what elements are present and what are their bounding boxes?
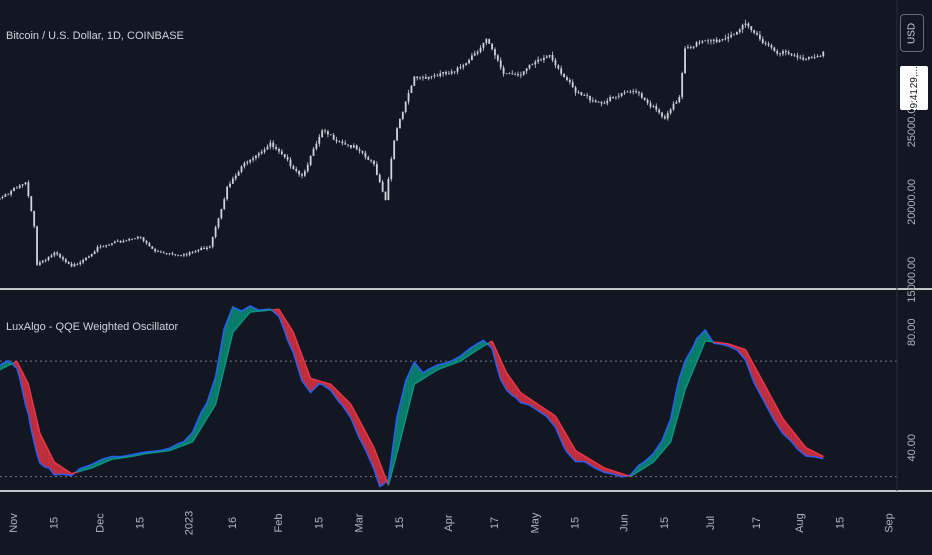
price-candle bbox=[151, 246, 153, 249]
osc-slow-line-segment bbox=[314, 379, 317, 380]
time-tick-label: 16 bbox=[227, 517, 239, 529]
osc-slow-line-segment bbox=[316, 380, 319, 381]
osc-slow-line-segment bbox=[86, 469, 89, 470]
time-tick-label: Feb bbox=[273, 514, 285, 533]
osc-slow-line-segment bbox=[319, 381, 322, 382]
price-candle bbox=[310, 155, 312, 166]
price-candle bbox=[684, 46, 686, 74]
time-tick-label: 15 bbox=[135, 517, 147, 529]
bar-countdown: 09:29:41 bbox=[909, 89, 920, 110]
time-tick-label: 15 bbox=[659, 517, 671, 529]
price-candle bbox=[393, 140, 395, 160]
time-tick-label: Jul bbox=[705, 516, 717, 530]
price-candle bbox=[402, 111, 404, 120]
price-candle bbox=[28, 180, 30, 197]
time-tick-label: 15 bbox=[835, 517, 847, 529]
price-candle bbox=[223, 197, 225, 210]
osc-slow-line-segment bbox=[135, 455, 138, 456]
indicator-title[interactable]: LuxAlgo - QQE Weighted Oscillator bbox=[6, 321, 179, 333]
last-price-value: 29,... bbox=[909, 66, 920, 88]
osc-slow-line-segment bbox=[144, 453, 147, 454]
osc-slow-line-segment bbox=[138, 455, 141, 456]
time-tick-label: May bbox=[529, 512, 541, 533]
time-tick-label: 17 bbox=[489, 517, 501, 529]
price-candle bbox=[385, 191, 387, 200]
price-candle bbox=[36, 225, 38, 265]
price-candle bbox=[488, 39, 490, 44]
time-tick-label: 15 bbox=[48, 517, 60, 529]
price-candle bbox=[220, 209, 222, 220]
osc-slow-line-segment bbox=[311, 378, 314, 379]
osc-slow-line-segment bbox=[74, 472, 77, 473]
price-candle bbox=[30, 196, 32, 212]
price-candle bbox=[13, 187, 15, 191]
currency-label: USD bbox=[907, 22, 918, 43]
time-tick-label: Sep bbox=[884, 513, 896, 533]
time-tick-label: Dec bbox=[94, 513, 106, 533]
osc-slow-line-segment bbox=[77, 471, 80, 472]
price-candle bbox=[411, 85, 413, 93]
price-candle bbox=[563, 73, 565, 77]
price-candle bbox=[388, 177, 390, 200]
osc-slow-line-segment bbox=[322, 382, 325, 383]
osc-slow-line-segment bbox=[610, 470, 613, 471]
osc-slow-line-segment bbox=[604, 468, 607, 469]
osc-slow-line-segment bbox=[622, 474, 625, 475]
osc-slow-line-segment bbox=[619, 473, 622, 474]
price-candle bbox=[396, 127, 398, 141]
price-candle bbox=[405, 101, 407, 113]
osc-slow-line-segment bbox=[625, 475, 628, 476]
time-tick-label: 2023 bbox=[184, 511, 196, 535]
time-tick-label: Nov bbox=[8, 513, 20, 533]
osc-slow-line-segment bbox=[83, 470, 86, 471]
time-tick-label: 15 bbox=[394, 517, 406, 529]
osc-slow-line-segment bbox=[132, 456, 135, 457]
osc-slow-line-segment bbox=[325, 383, 328, 384]
osc-tick-label: 80.00 bbox=[906, 319, 918, 347]
osc-slow-line-segment bbox=[734, 346, 737, 347]
osc-slow-line-segment bbox=[743, 349, 746, 350]
price-candle bbox=[33, 211, 35, 229]
last-price-label: 29,... 09:29:41 bbox=[900, 66, 928, 110]
osc-slow-line-segment bbox=[616, 472, 619, 473]
time-tick-label: Aug bbox=[794, 513, 806, 533]
osc-tick-label: 40.00 bbox=[906, 434, 918, 462]
time-tick-label: Mar bbox=[354, 513, 366, 532]
time-tick-label: Apr bbox=[443, 514, 455, 531]
symbol-title[interactable]: Bitcoin / U.S. Dollar, 1D, COINBASE bbox=[6, 30, 184, 42]
osc-slow-line-segment bbox=[141, 454, 144, 455]
osc-slow-line-segment bbox=[89, 468, 92, 469]
osc-slow-line-segment bbox=[737, 347, 740, 348]
osc-slow-line-segment bbox=[731, 345, 734, 346]
time-tick-label: Jun bbox=[619, 514, 631, 532]
price-candle bbox=[506, 73, 508, 74]
price-tick-label: 15000.00 bbox=[906, 257, 918, 303]
osc-slow-line-segment bbox=[728, 344, 731, 345]
osc-slow-line-segment bbox=[740, 348, 743, 349]
price-candle bbox=[215, 226, 217, 239]
currency-button[interactable]: USD bbox=[900, 14, 924, 52]
price-tick-label: 20000.00 bbox=[906, 179, 918, 225]
price-candle bbox=[390, 157, 392, 182]
price-candle bbox=[226, 186, 228, 201]
time-tick-label: 15 bbox=[313, 517, 325, 529]
price-candle bbox=[413, 76, 415, 86]
time-tick-label: 17 bbox=[751, 517, 763, 529]
osc-slow-line-segment bbox=[72, 473, 75, 474]
osc-slow-line-segment bbox=[80, 470, 83, 471]
osc-slow-line-segment bbox=[613, 471, 616, 472]
osc-slow-line-segment bbox=[328, 383, 331, 384]
osc-slow-line-segment bbox=[607, 469, 610, 470]
osc-slow-line-segment bbox=[627, 476, 630, 477]
price-candle bbox=[681, 72, 683, 100]
price-candle bbox=[399, 118, 401, 128]
time-tick-label: 15 bbox=[570, 517, 582, 529]
